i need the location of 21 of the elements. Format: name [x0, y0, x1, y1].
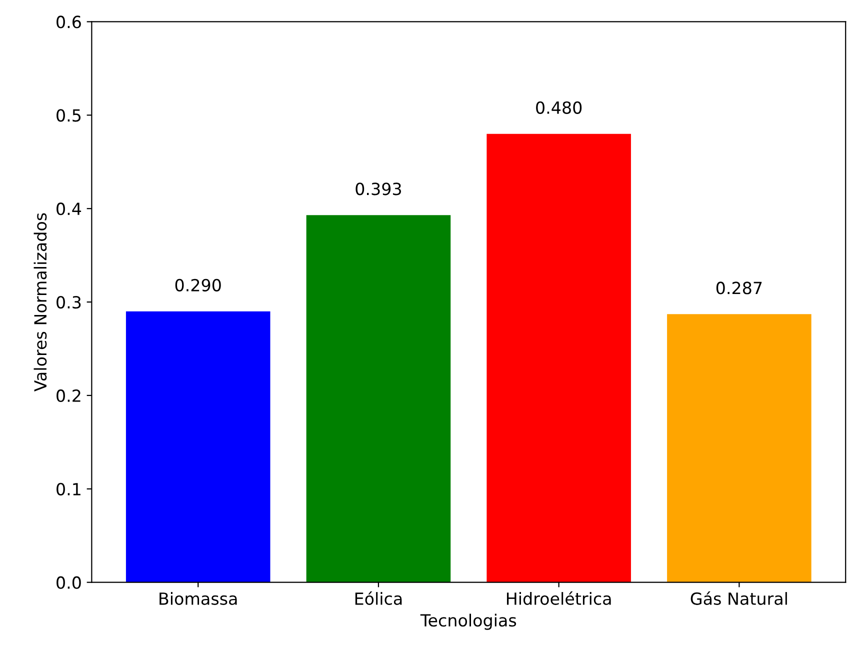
y-axis-title: Valores Normalizados	[34, 213, 47, 392]
x-tick-label: Hidroelétrica	[506, 591, 611, 605]
y-tick-label: 0.6	[56, 16, 81, 28]
data-label: 0.393	[356, 182, 401, 196]
bar	[306, 215, 451, 582]
x-tick-label: Biomassa	[160, 592, 237, 605]
y-tick-label: 0.2	[56, 389, 80, 402]
y-tick-label: 0.1	[56, 482, 80, 496]
bar	[126, 311, 270, 582]
y-tick-label: 0.0	[56, 576, 81, 589]
data-label: 0.287	[716, 282, 762, 294]
y-tick-label: 0.3	[56, 296, 81, 309]
y-tick-label: 0.5	[56, 109, 81, 122]
bar	[486, 134, 631, 582]
data-label: 0.290	[175, 278, 221, 292]
x-tick-label: Gás Natural	[690, 591, 787, 605]
data-label: 0.480	[536, 101, 582, 114]
y-tick-label: 0.4	[56, 202, 82, 216]
bar	[667, 314, 812, 582]
x-axis-title: Tecnologias	[420, 614, 516, 630]
x-tick-label: Eólica	[355, 591, 402, 605]
